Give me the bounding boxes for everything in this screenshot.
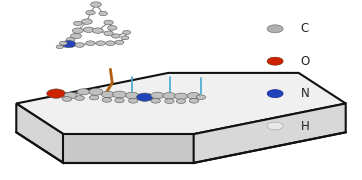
Text: H: H bbox=[300, 120, 309, 132]
Circle shape bbox=[129, 98, 138, 103]
Circle shape bbox=[64, 92, 77, 99]
Polygon shape bbox=[16, 103, 63, 163]
Circle shape bbox=[75, 43, 84, 47]
Circle shape bbox=[104, 31, 113, 36]
Circle shape bbox=[101, 91, 114, 98]
Circle shape bbox=[121, 36, 129, 40]
Circle shape bbox=[104, 20, 113, 25]
Circle shape bbox=[56, 45, 63, 49]
Circle shape bbox=[108, 26, 117, 30]
Circle shape bbox=[267, 90, 283, 98]
Circle shape bbox=[83, 27, 94, 32]
Circle shape bbox=[90, 2, 101, 7]
Text: O: O bbox=[300, 55, 310, 68]
Text: N: N bbox=[300, 87, 309, 100]
Circle shape bbox=[196, 95, 206, 100]
Circle shape bbox=[86, 41, 95, 46]
Circle shape bbox=[62, 40, 76, 48]
Circle shape bbox=[151, 98, 160, 103]
Circle shape bbox=[89, 95, 99, 100]
Circle shape bbox=[59, 41, 67, 45]
Polygon shape bbox=[63, 134, 194, 163]
Circle shape bbox=[113, 91, 126, 98]
Circle shape bbox=[102, 98, 111, 102]
Circle shape bbox=[126, 92, 139, 99]
Circle shape bbox=[115, 40, 124, 44]
Circle shape bbox=[267, 57, 283, 65]
Circle shape bbox=[66, 37, 75, 42]
Circle shape bbox=[136, 93, 153, 101]
Circle shape bbox=[174, 93, 188, 100]
Circle shape bbox=[123, 30, 131, 34]
Circle shape bbox=[165, 99, 174, 103]
Circle shape bbox=[62, 97, 72, 101]
Polygon shape bbox=[16, 73, 346, 134]
Circle shape bbox=[115, 98, 124, 103]
Circle shape bbox=[106, 41, 115, 46]
Circle shape bbox=[81, 19, 92, 24]
Circle shape bbox=[47, 89, 66, 98]
Polygon shape bbox=[194, 103, 346, 163]
Circle shape bbox=[176, 99, 186, 103]
Circle shape bbox=[89, 88, 103, 95]
Circle shape bbox=[72, 28, 83, 33]
Circle shape bbox=[163, 93, 176, 99]
Circle shape bbox=[71, 33, 81, 39]
Circle shape bbox=[86, 10, 95, 15]
Circle shape bbox=[267, 122, 283, 130]
Circle shape bbox=[77, 89, 89, 95]
Circle shape bbox=[75, 96, 84, 100]
Circle shape bbox=[96, 41, 105, 46]
Circle shape bbox=[92, 28, 103, 33]
Circle shape bbox=[267, 25, 283, 33]
Circle shape bbox=[111, 34, 120, 38]
Circle shape bbox=[73, 21, 82, 26]
Text: C: C bbox=[300, 22, 309, 35]
Circle shape bbox=[99, 11, 108, 16]
Circle shape bbox=[189, 98, 199, 103]
Circle shape bbox=[151, 92, 164, 99]
Circle shape bbox=[187, 93, 200, 99]
